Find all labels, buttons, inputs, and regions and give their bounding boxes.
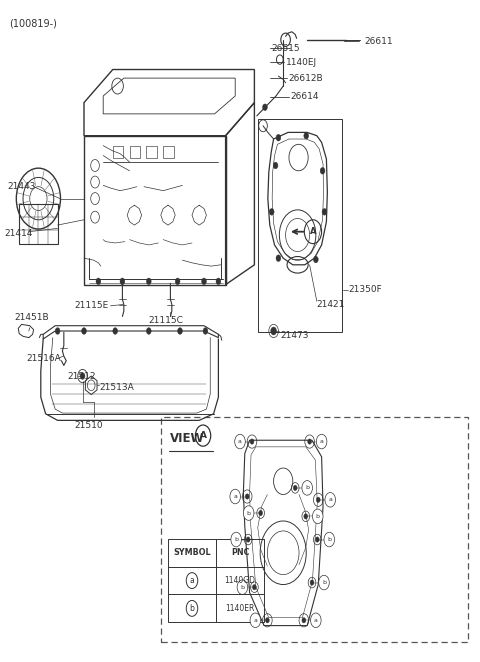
Circle shape xyxy=(178,328,182,334)
Circle shape xyxy=(250,439,254,444)
Circle shape xyxy=(120,278,125,285)
Circle shape xyxy=(146,328,151,334)
Text: 21451B: 21451B xyxy=(14,313,49,322)
Text: a: a xyxy=(253,618,257,623)
Text: 1140EJ: 1140EJ xyxy=(286,58,317,67)
Text: 21115C: 21115C xyxy=(149,316,184,325)
Text: b: b xyxy=(322,580,326,585)
Circle shape xyxy=(273,162,278,169)
Text: 21512: 21512 xyxy=(67,371,96,381)
Text: 21414: 21414 xyxy=(5,228,33,238)
Circle shape xyxy=(302,618,306,623)
Circle shape xyxy=(324,532,335,547)
Text: b: b xyxy=(240,585,244,590)
Text: 21513A: 21513A xyxy=(100,383,134,392)
Circle shape xyxy=(276,134,281,141)
Text: a: a xyxy=(314,618,318,623)
Circle shape xyxy=(312,509,323,524)
Text: 21115E: 21115E xyxy=(74,301,108,310)
Circle shape xyxy=(293,485,297,491)
Text: VIEW: VIEW xyxy=(170,432,205,445)
Text: 21510: 21510 xyxy=(74,420,103,430)
Text: 26611: 26611 xyxy=(365,36,394,46)
Circle shape xyxy=(315,537,319,542)
Circle shape xyxy=(237,580,248,594)
Bar xyxy=(168,539,264,622)
Circle shape xyxy=(311,613,321,628)
Bar xyxy=(258,119,342,332)
Circle shape xyxy=(216,278,221,285)
Circle shape xyxy=(276,255,281,261)
Circle shape xyxy=(319,575,329,590)
Text: A: A xyxy=(310,227,316,236)
Circle shape xyxy=(263,104,267,111)
Text: 21443: 21443 xyxy=(7,182,36,191)
Circle shape xyxy=(96,278,101,285)
Text: PNC: PNC xyxy=(231,548,249,557)
Circle shape xyxy=(230,489,240,504)
Circle shape xyxy=(320,167,325,174)
Circle shape xyxy=(322,209,327,215)
Circle shape xyxy=(310,580,314,585)
Circle shape xyxy=(302,481,312,495)
Bar xyxy=(19,204,58,244)
Circle shape xyxy=(113,328,118,334)
Text: b: b xyxy=(247,510,251,516)
Circle shape xyxy=(271,327,276,335)
Circle shape xyxy=(304,514,308,519)
Circle shape xyxy=(231,532,241,547)
Circle shape xyxy=(235,434,245,449)
Circle shape xyxy=(80,373,85,379)
Circle shape xyxy=(175,278,180,285)
Text: b: b xyxy=(327,537,331,542)
Text: 21350F: 21350F xyxy=(348,285,382,295)
Circle shape xyxy=(203,328,208,334)
Circle shape xyxy=(252,585,256,590)
Text: 21516A: 21516A xyxy=(26,354,61,363)
Circle shape xyxy=(308,439,312,444)
Text: 26615: 26615 xyxy=(271,44,300,53)
Text: 1140GD: 1140GD xyxy=(225,576,255,585)
Circle shape xyxy=(316,497,320,502)
Text: 26612B: 26612B xyxy=(288,73,323,83)
Text: b: b xyxy=(190,604,194,613)
Circle shape xyxy=(245,494,249,499)
Circle shape xyxy=(202,278,206,285)
Text: a: a xyxy=(190,576,194,585)
Circle shape xyxy=(55,328,60,334)
Text: 21473: 21473 xyxy=(281,331,309,340)
Circle shape xyxy=(265,618,269,623)
Text: SYMBOL: SYMBOL xyxy=(173,548,211,557)
Circle shape xyxy=(325,493,336,507)
Text: (100819-): (100819-) xyxy=(10,19,58,28)
Circle shape xyxy=(246,537,250,542)
Text: b: b xyxy=(316,514,320,519)
Circle shape xyxy=(313,256,318,263)
Text: a: a xyxy=(328,497,332,502)
Circle shape xyxy=(259,510,263,516)
Text: b: b xyxy=(305,485,309,491)
Text: a: a xyxy=(238,439,242,444)
Circle shape xyxy=(269,209,274,215)
Circle shape xyxy=(82,328,86,334)
Circle shape xyxy=(316,434,327,449)
Text: a: a xyxy=(233,494,237,499)
Circle shape xyxy=(250,613,261,628)
Text: 1140ER: 1140ER xyxy=(225,604,255,613)
Text: A: A xyxy=(200,431,206,440)
Text: 21421: 21421 xyxy=(317,300,345,309)
Bar xyxy=(161,417,468,642)
Text: a: a xyxy=(320,439,324,444)
Circle shape xyxy=(304,132,309,139)
Circle shape xyxy=(243,506,254,520)
Circle shape xyxy=(146,278,151,285)
Text: b: b xyxy=(234,537,238,542)
Text: 26614: 26614 xyxy=(290,92,319,101)
